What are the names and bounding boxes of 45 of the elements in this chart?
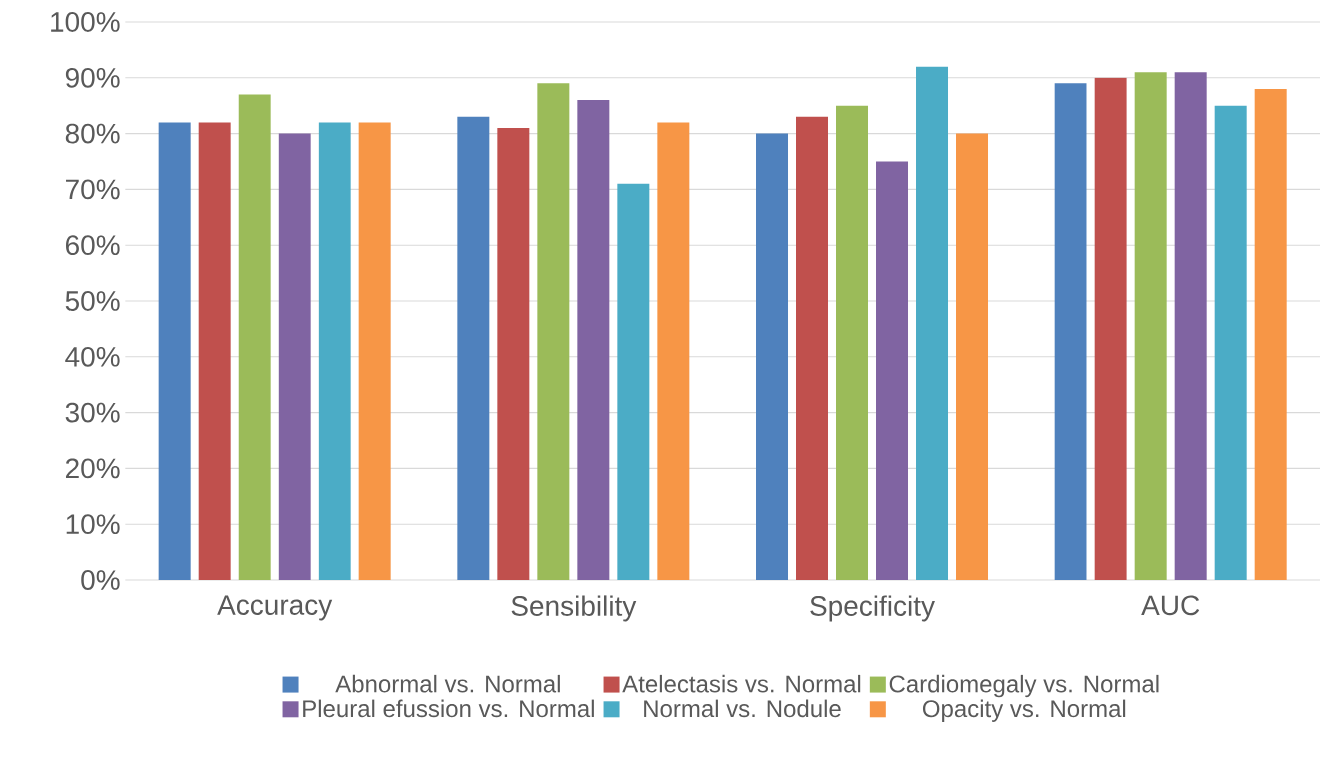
bar	[1054, 83, 1087, 580]
legend-label: Cardiomegaly vs. Normal	[889, 674, 1159, 698]
bar	[1134, 72, 1167, 580]
bar	[238, 94, 271, 580]
bar	[198, 122, 231, 580]
y-tick-label: 50%	[65, 291, 120, 311]
bar	[1214, 105, 1247, 580]
y-tick-label: 80%	[65, 123, 120, 144]
bar	[617, 183, 650, 580]
bar	[956, 133, 989, 580]
bar	[1254, 88, 1287, 580]
x-tick-label: AUC	[1141, 595, 1200, 616]
legend-label: Normal vs. Nodule	[644, 699, 841, 718]
bar	[657, 122, 690, 580]
bar	[756, 133, 789, 580]
bar	[158, 122, 191, 580]
y-tick-label: 0%	[81, 570, 120, 590]
bar	[577, 100, 610, 580]
x-tick-label: Sensibility	[511, 595, 637, 622]
y-tick-label: 40%	[65, 346, 120, 367]
y-tick-label: 100%	[51, 12, 120, 32]
bar	[457, 116, 490, 580]
y-tick-label: 20%	[65, 458, 120, 479]
bar	[537, 83, 570, 580]
bar	[876, 161, 909, 580]
bar	[278, 133, 311, 580]
y-tick-label: 90%	[65, 67, 120, 88]
y-tick-label: 60%	[66, 235, 120, 256]
legend-label: Abnormal vs. Normal	[335, 674, 560, 693]
bar	[916, 66, 949, 580]
bar	[358, 122, 391, 580]
x-tick-label: Specificity	[810, 595, 935, 622]
bar	[497, 128, 530, 580]
y-tick-label: 30%	[65, 402, 120, 423]
legend-label: Atelectasis vs. Normal	[622, 674, 861, 693]
bar	[796, 116, 829, 580]
bar	[1174, 72, 1207, 580]
y-tick-label: 70%	[66, 179, 120, 200]
bar	[836, 105, 869, 580]
bar	[1094, 77, 1127, 580]
legend-label: Pleural efussion vs. Normal	[303, 699, 594, 718]
x-tick-label: Accuracy	[217, 595, 333, 621]
bar	[318, 122, 351, 580]
legend-label: Opacity vs. Normal	[922, 699, 1126, 722]
y-tick-label: 10%	[66, 514, 120, 535]
